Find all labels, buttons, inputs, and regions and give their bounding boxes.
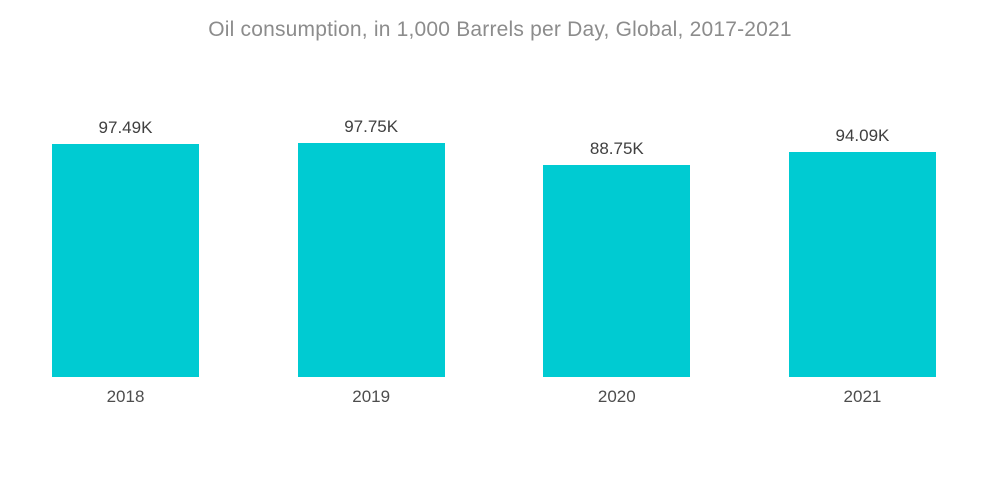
- year-label: 2019: [352, 387, 391, 406]
- value-label: 97.49K: [98, 118, 153, 137]
- value-label: 94.09K: [835, 126, 890, 145]
- bar: [297, 143, 445, 377]
- chart-title: Oil consumption, in 1,000 Barrels per Da…: [208, 18, 792, 41]
- value-label: 97.75K: [344, 117, 399, 136]
- value-label: 88.75K: [589, 139, 644, 158]
- year-label: 2018: [106, 387, 145, 406]
- bar-chart: 97.49K 2018 97.75K 2019 88.75K 2020 94.09K 2021: [52, 0, 936, 504]
- bar: [52, 144, 199, 377]
- bar-column: 97.75K 2019: [297, 117, 445, 504]
- bar: [788, 152, 936, 377]
- bar-column: 88.75K 2020: [543, 139, 691, 504]
- year-label: 2021: [843, 387, 882, 406]
- bar-column: 97.49K 2018: [52, 118, 199, 504]
- bar: [543, 165, 691, 377]
- year-label: 2020: [597, 387, 636, 406]
- bar-column: 94.09K 2021: [788, 126, 936, 504]
